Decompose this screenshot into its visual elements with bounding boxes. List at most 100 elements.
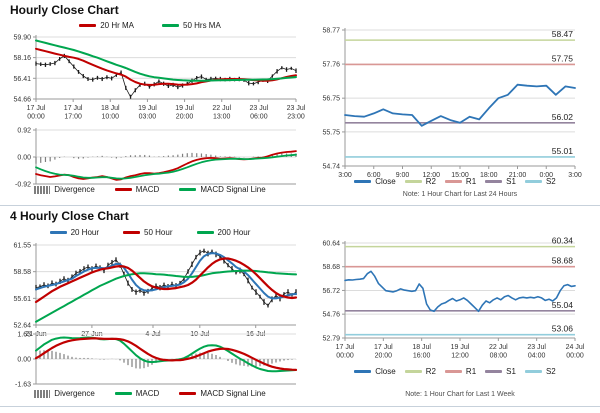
200-hour-line-swatch (196, 231, 214, 234)
legend-item-macd: MACD (114, 389, 160, 398)
svg-text:16:00: 16:00 (413, 353, 431, 360)
r1-line-swatch (444, 180, 462, 183)
svg-text:12:00: 12:00 (451, 353, 469, 360)
s2-line-swatch (524, 180, 542, 183)
svg-text:17 Jul: 17 Jul (336, 344, 355, 351)
s2-line-swatch (524, 370, 542, 373)
svg-text:19 Jul: 19 Jul (451, 344, 470, 351)
svg-text:08:00: 08:00 (490, 353, 508, 360)
svg-text:17:00: 17:00 (64, 114, 82, 121)
legend-label-macd-signal-line: MACD Signal Line (200, 185, 266, 194)
svg-text:12:00: 12:00 (422, 172, 440, 179)
legend-label-r1: R1 (465, 367, 477, 376)
legend-item-r2: R2 (404, 177, 436, 186)
svg-text:03:00: 03:00 (139, 114, 157, 121)
50-hrs-ma-line-swatch (162, 24, 179, 27)
svg-text:18 Jul: 18 Jul (412, 344, 431, 351)
svg-text:57.76: 57.76 (322, 62, 340, 69)
weekly-pivot-chart: 60.64 58.68 56.72 54.76 52.79 17 Jul 00:00 17 J… (300, 228, 600, 380)
svg-text:55.04: 55.04 (552, 300, 574, 310)
svg-text:59.90: 59.90 (13, 35, 31, 42)
svg-text:3:00: 3:00 (338, 172, 352, 179)
svg-text:20:00: 20:00 (375, 353, 393, 360)
legend-item-close: Close (354, 177, 396, 186)
legend-item-s2: S2 (524, 367, 556, 376)
legend-item-divergence: Divergence (34, 389, 95, 398)
fourhour-macd-plot: 1.63 0.00 -1.63 (15, 332, 298, 389)
legend-4hourly-ma: 20 Hour 50 Hour 200 Hour (0, 228, 300, 237)
legend-label-r1: R1 (465, 177, 477, 186)
legend-label-200-hour: 200 Hour (217, 228, 251, 237)
svg-text:23:00: 23:00 (287, 114, 305, 121)
50-hour-line-swatch (123, 231, 141, 234)
legend-item-r1: R1 (444, 367, 477, 376)
legend-item-20-hour: 20 Hour (49, 228, 100, 237)
divergence-bars-swatch (34, 185, 51, 194)
legend-item-close: Close (354, 367, 396, 376)
legend-item-s1: S1 (485, 367, 516, 376)
svg-text:23 Jul: 23 Jul (250, 105, 269, 112)
svg-text:6:00: 6:00 (367, 172, 381, 179)
legend-label-s2: S2 (545, 177, 556, 186)
legend-label-20-hr-ma: 20 Hr MA (100, 21, 134, 30)
legend-item-50-hour: 50 Hour (123, 228, 173, 237)
svg-text:56.41: 56.41 (13, 76, 31, 83)
legend-label-close: Close (375, 367, 396, 376)
macd-signal-line-line-swatch (179, 188, 197, 191)
legend-label-close: Close (375, 177, 396, 186)
legend-item-s1: S1 (485, 177, 516, 186)
svg-text:23 Jul: 23 Jul (527, 344, 546, 351)
svg-text:9:00: 9:00 (396, 172, 410, 179)
svg-text:10:00: 10:00 (102, 114, 120, 121)
legend-hourly-pivot: Close R2 R1 S1 S2 (330, 177, 580, 186)
svg-text:60.64: 60.64 (322, 241, 340, 248)
legend-label-r2: R2 (425, 367, 436, 376)
legend-item-20-hr-ma: 20 Hr MA (79, 21, 134, 30)
legend-4hourly-macd: Divergence MACD MACD Signal Line (0, 389, 300, 398)
svg-text:23 Jul: 23 Jul (287, 105, 306, 112)
s1-line-swatch (485, 370, 503, 373)
legend-label-50-hour: 50 Hour (144, 228, 173, 237)
legend-hourly-ma: 20 Hr MA 50 Hrs MA (0, 21, 300, 30)
svg-text:04:00: 04:00 (528, 353, 546, 360)
legend-item-r2: R2 (404, 367, 436, 376)
svg-text:54.76: 54.76 (322, 312, 340, 319)
legend-label-macd: MACD (135, 389, 160, 398)
svg-text:00:00: 00:00 (27, 114, 45, 121)
20-hr-ma-line-swatch (79, 24, 97, 27)
svg-text:00:00: 00:00 (566, 353, 584, 360)
svg-text:56.02: 56.02 (552, 112, 574, 122)
svg-text:-0.92: -0.92 (15, 182, 31, 189)
section-divider (0, 205, 600, 206)
close-line-swatch (354, 180, 372, 183)
macd-line-swatch (114, 188, 132, 191)
legend-label-divergence: Divergence (54, 185, 95, 194)
hourly-close-chart: 59.90 58.16 56.41 54.66 17 Jul 00:00 17 Jul 17:… (0, 18, 305, 124)
4hourly-close-chart: 61.5558.5855.6152.6421-Jun27-Jun4-Jul10-… (0, 238, 300, 342)
legend-label-20-hour: 20 Hour (70, 228, 100, 237)
svg-text:58.16: 58.16 (13, 55, 31, 62)
legend-label-macd: MACD (135, 185, 160, 194)
svg-text:52.79: 52.79 (322, 336, 340, 343)
r2-line-swatch (404, 180, 422, 183)
section-title-hourly: Hourly Close Chart (10, 3, 119, 17)
legend-item-50-hrs-ma: 50 Hrs MA (162, 21, 221, 30)
svg-text:0.92: 0.92 (17, 128, 31, 135)
legend-item-s2: S2 (524, 177, 556, 186)
legend-label-50-hrs-ma: 50 Hrs MA (183, 21, 221, 30)
svg-text:19 Jul: 19 Jul (175, 105, 194, 112)
svg-text:55.01: 55.01 (552, 146, 574, 156)
divergence-bars-swatch (34, 389, 51, 398)
legend-label-macd-signal-line: MACD Signal Line (200, 389, 266, 398)
hourly-pivot-chart: 58.77 57.76 56.75 55.75 54.74 3:00 6:00 9:00 12:… (300, 18, 600, 180)
svg-text:58.47: 58.47 (552, 29, 574, 39)
legend-item-macd-signal-line: MACD Signal Line (179, 389, 266, 398)
hourly-pivot-note: Note: 1 Hour Chart for Last 24 Hours (402, 191, 518, 198)
legend-item-macd: MACD (114, 185, 160, 194)
svg-text:52.64: 52.64 (13, 323, 31, 330)
legend-label-r2: R2 (425, 177, 436, 186)
svg-text:18:00: 18:00 (480, 172, 498, 179)
